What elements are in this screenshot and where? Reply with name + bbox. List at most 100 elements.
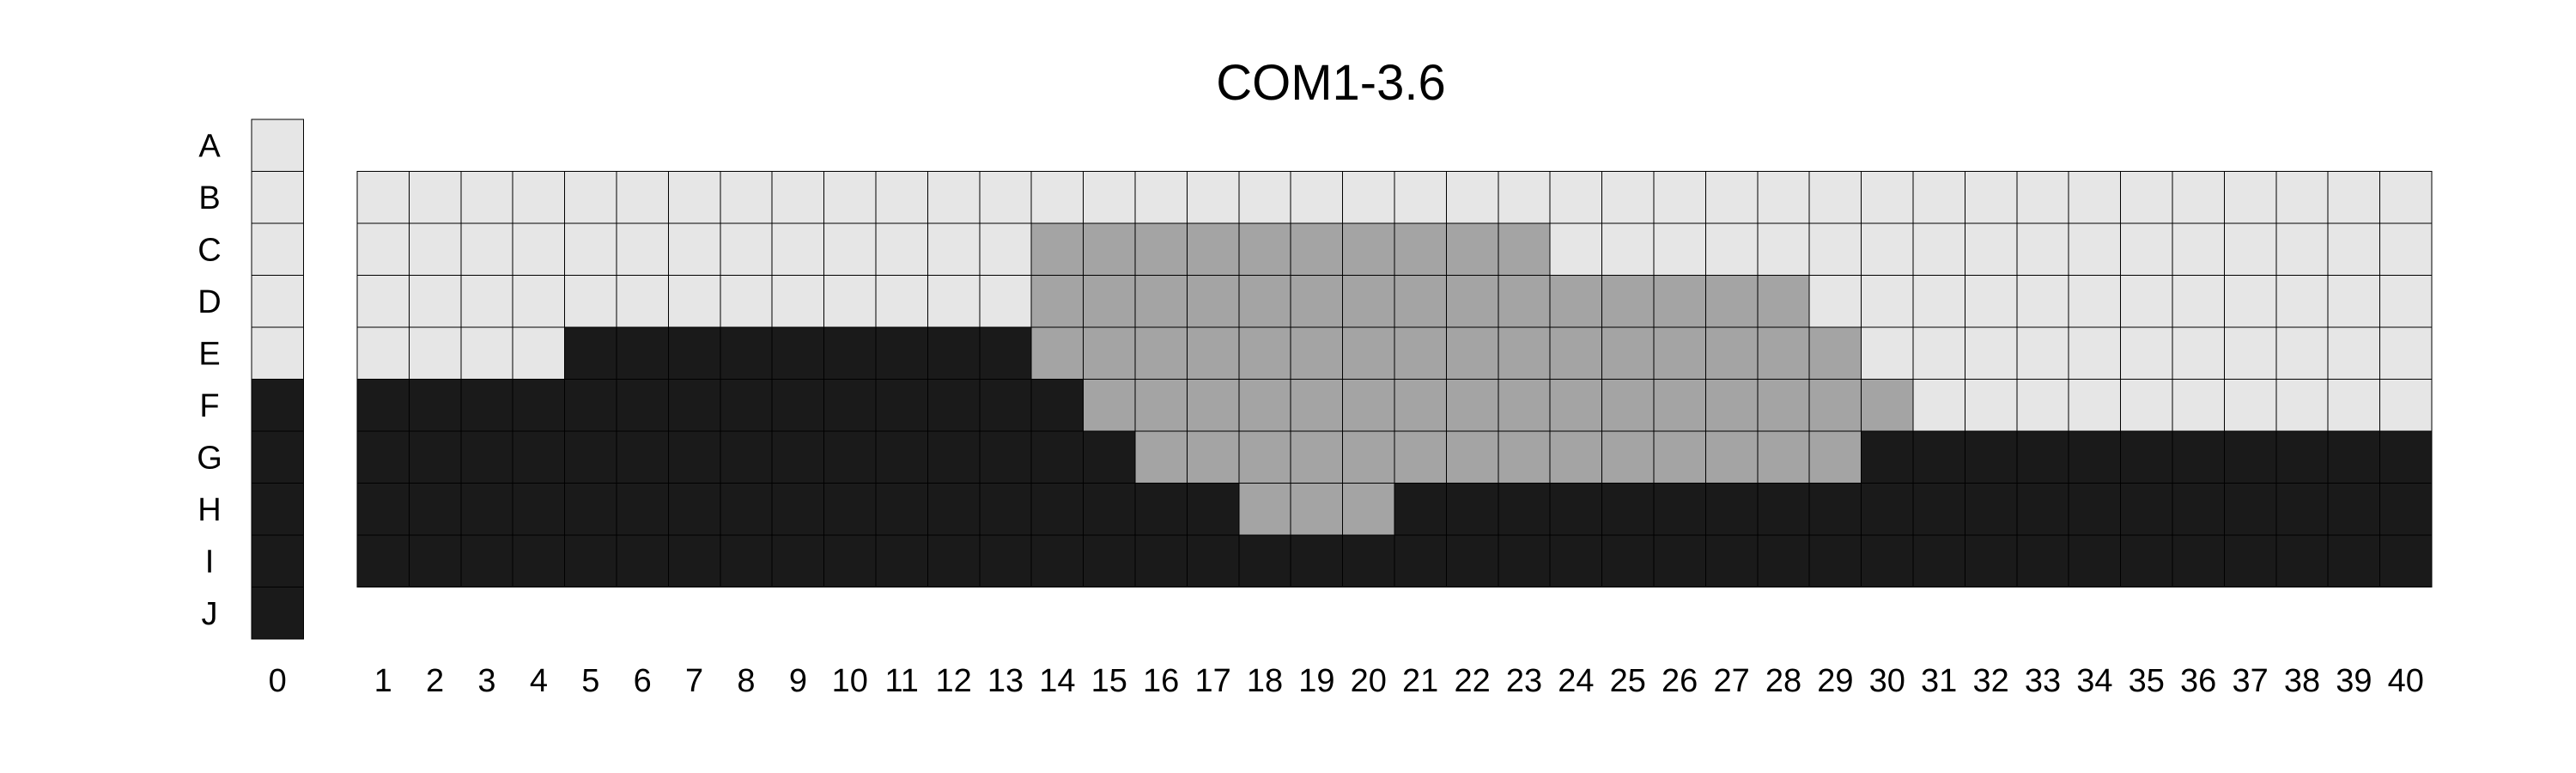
cell-i-22 (1445, 534, 1499, 587)
cell-g-1 (356, 430, 410, 484)
cell-d-23 (1498, 275, 1551, 328)
cell-i-38 (2275, 534, 2329, 587)
cell-f-39 (2327, 379, 2381, 432)
cell-f-21 (1394, 379, 1447, 432)
col-label-35: 35 (2129, 663, 2165, 699)
cell-e-17 (1186, 326, 1240, 380)
col-label-6: 6 (634, 663, 652, 699)
cell-e-25 (1601, 326, 1655, 380)
cell-f-11 (875, 379, 928, 432)
cell-e-26 (1653, 326, 1706, 380)
cell-c-36 (2172, 222, 2225, 276)
cell-f-38 (2275, 379, 2329, 432)
cell-h-17 (1186, 483, 1240, 536)
cell-b-9 (771, 171, 825, 224)
cell-e-18 (1238, 326, 1291, 380)
cell-f-16 (1134, 379, 1188, 432)
cell-c-16 (1134, 222, 1188, 276)
cell-c-3 (460, 222, 513, 276)
ref-cell-d (251, 275, 304, 328)
cell-h-19 (1290, 483, 1344, 536)
cell-e-32 (1964, 326, 2018, 380)
cell-f-27 (1704, 379, 1759, 432)
cell-c-8 (720, 222, 773, 276)
cell-h-13 (979, 483, 1032, 536)
cell-f-26 (1653, 379, 1706, 432)
cell-f-9 (771, 379, 825, 432)
cell-i-37 (2223, 534, 2277, 587)
row-label-i: I (205, 544, 215, 580)
ref-cell-g (251, 430, 304, 484)
cell-f-34 (2068, 379, 2122, 432)
cell-c-30 (1861, 222, 1914, 276)
cell-c-6 (616, 222, 669, 276)
cell-e-12 (927, 326, 981, 380)
cell-f-23 (1498, 379, 1551, 432)
cell-d-12 (927, 275, 981, 328)
cell-e-37 (2223, 326, 2277, 380)
cell-i-36 (2172, 534, 2225, 587)
cell-b-2 (408, 171, 462, 224)
cell-c-4 (512, 222, 566, 276)
cell-g-38 (2275, 430, 2329, 484)
cell-d-28 (1757, 275, 1810, 328)
col-label-15: 15 (1091, 663, 1127, 699)
cell-h-29 (1808, 483, 1862, 536)
cell-h-26 (1653, 483, 1706, 536)
col-label-13: 13 (987, 663, 1024, 699)
col-label-40: 40 (2388, 663, 2424, 699)
cell-i-19 (1290, 534, 1344, 587)
cell-d-14 (1030, 275, 1084, 328)
cell-c-37 (2223, 222, 2277, 276)
cell-f-3 (460, 379, 513, 432)
ref-cell-c (251, 222, 304, 276)
cell-h-27 (1704, 483, 1759, 536)
cell-h-28 (1757, 483, 1810, 536)
cell-d-38 (2275, 275, 2329, 328)
cell-d-3 (460, 275, 513, 328)
cell-b-21 (1394, 171, 1447, 224)
cell-b-20 (1342, 171, 1395, 224)
cell-f-22 (1445, 379, 1499, 432)
cell-g-20 (1342, 430, 1395, 484)
cell-i-32 (1964, 534, 2018, 587)
cell-c-2 (408, 222, 462, 276)
cell-h-18 (1238, 483, 1291, 536)
cell-i-26 (1653, 534, 1706, 587)
cell-h-4 (512, 483, 566, 536)
cell-e-13 (979, 326, 1032, 380)
cell-d-16 (1134, 275, 1188, 328)
cell-f-25 (1601, 379, 1655, 432)
cell-g-35 (2120, 430, 2173, 484)
col-label-29: 29 (1817, 663, 1853, 699)
cell-e-3 (460, 326, 513, 380)
col-label-3: 3 (477, 663, 495, 699)
cell-h-3 (460, 483, 513, 536)
cell-d-20 (1342, 275, 1395, 328)
cell-f-5 (564, 379, 617, 432)
cell-f-6 (616, 379, 669, 432)
cell-d-30 (1861, 275, 1914, 328)
row-label-j: J (202, 596, 218, 632)
cell-i-29 (1808, 534, 1862, 587)
cell-b-37 (2223, 171, 2277, 224)
cell-c-22 (1445, 222, 1499, 276)
cell-e-4 (512, 326, 566, 380)
cell-c-35 (2120, 222, 2173, 276)
cell-b-6 (616, 171, 669, 224)
cell-i-40 (2379, 534, 2433, 587)
cell-e-24 (1549, 326, 1603, 380)
cell-c-29 (1808, 222, 1862, 276)
cell-e-10 (823, 326, 877, 380)
ref-cell-i (251, 534, 304, 587)
cell-b-27 (1704, 171, 1759, 224)
cell-i-25 (1601, 534, 1655, 587)
cell-e-39 (2327, 326, 2381, 380)
cell-g-9 (771, 430, 825, 484)
cell-c-32 (1964, 222, 2018, 276)
cell-e-35 (2120, 326, 2173, 380)
cell-g-4 (512, 430, 566, 484)
cell-g-2 (408, 430, 462, 484)
